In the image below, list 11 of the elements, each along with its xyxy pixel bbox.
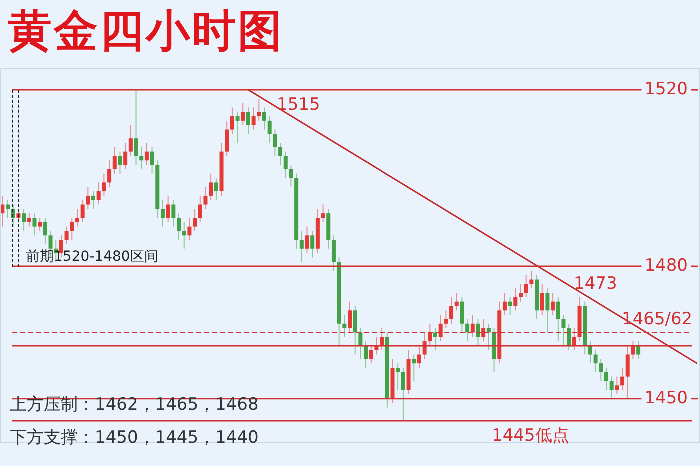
annotation: 下方支撑：1450，1445，1440 [10,428,259,448]
y-tick-label: 1450 [644,388,688,408]
annotation: 上方压制：1462，1465，1468 [10,395,259,415]
annotation: 1515 [277,95,320,115]
y-tick-label: 1480 [644,256,688,276]
annotation: 前期1520-1480区间 [26,249,158,265]
ref-line-label: 1465/62 [622,310,693,330]
ref-line-label: 1445低点 [492,426,570,446]
chart-title: 黄金四小时图 [8,6,284,58]
y-tick-label: 1520 [644,79,688,100]
annotation: 1473 [574,274,618,294]
